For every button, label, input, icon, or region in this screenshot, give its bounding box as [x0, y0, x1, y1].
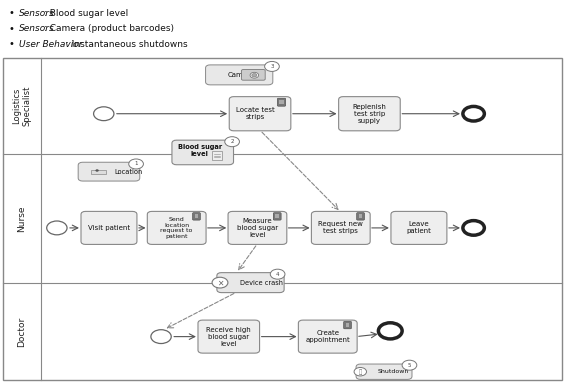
- Text: Shutdown: Shutdown: [377, 369, 408, 374]
- FancyBboxPatch shape: [346, 323, 349, 327]
- Text: Receive high
blood sugar
level: Receive high blood sugar level: [206, 327, 251, 347]
- FancyBboxPatch shape: [273, 213, 281, 220]
- FancyBboxPatch shape: [357, 213, 364, 220]
- FancyBboxPatch shape: [344, 321, 351, 329]
- FancyBboxPatch shape: [338, 97, 400, 131]
- Circle shape: [463, 106, 484, 121]
- Circle shape: [225, 137, 240, 147]
- FancyBboxPatch shape: [217, 273, 284, 293]
- Circle shape: [250, 72, 259, 78]
- Text: Doctor: Doctor: [18, 317, 27, 347]
- Text: Nurse: Nurse: [18, 205, 27, 232]
- FancyBboxPatch shape: [206, 65, 273, 85]
- Text: : Blood sugar level: : Blood sugar level: [44, 9, 129, 18]
- Text: : Camera (product barcodes): : Camera (product barcodes): [44, 24, 175, 33]
- FancyBboxPatch shape: [241, 70, 265, 80]
- Text: Measure
blood sugar
level: Measure blood sugar level: [237, 218, 278, 238]
- Text: 3: 3: [270, 64, 273, 69]
- Text: 5: 5: [408, 362, 411, 368]
- Circle shape: [402, 360, 417, 370]
- Circle shape: [354, 367, 367, 376]
- FancyBboxPatch shape: [198, 320, 259, 353]
- Text: Sensors: Sensors: [19, 9, 54, 18]
- FancyBboxPatch shape: [92, 170, 106, 174]
- Text: Sensors: Sensors: [19, 24, 54, 33]
- Circle shape: [212, 277, 228, 288]
- Circle shape: [47, 221, 67, 235]
- Text: ⏻: ⏻: [359, 369, 362, 374]
- Circle shape: [463, 221, 484, 235]
- FancyBboxPatch shape: [194, 215, 198, 218]
- FancyBboxPatch shape: [311, 212, 370, 245]
- FancyBboxPatch shape: [193, 213, 201, 220]
- Circle shape: [94, 107, 114, 121]
- Text: Location: Location: [115, 169, 143, 175]
- Text: ✕: ✕: [217, 278, 223, 287]
- FancyBboxPatch shape: [228, 212, 287, 245]
- FancyBboxPatch shape: [211, 151, 222, 161]
- Text: Visit patient: Visit patient: [88, 225, 130, 231]
- Text: Device crash: Device crash: [240, 280, 283, 286]
- FancyBboxPatch shape: [298, 320, 357, 353]
- FancyBboxPatch shape: [275, 215, 279, 218]
- Text: : Instantaneous shutdowns: : Instantaneous shutdowns: [67, 40, 188, 49]
- Bar: [3, 58, 562, 380]
- Circle shape: [264, 61, 279, 71]
- FancyBboxPatch shape: [172, 140, 233, 165]
- Text: 1: 1: [134, 161, 138, 167]
- FancyBboxPatch shape: [356, 364, 412, 379]
- Circle shape: [252, 73, 257, 77]
- Text: Send
location
request to
patient: Send location request to patient: [160, 217, 193, 239]
- FancyBboxPatch shape: [147, 212, 206, 245]
- FancyBboxPatch shape: [280, 100, 284, 104]
- Circle shape: [151, 330, 171, 344]
- Text: •: •: [8, 39, 14, 49]
- Circle shape: [129, 159, 144, 169]
- FancyBboxPatch shape: [81, 212, 137, 245]
- Text: User Behavior: User Behavior: [19, 40, 82, 49]
- Text: Camera: Camera: [228, 72, 255, 78]
- Text: Request new
test strips: Request new test strips: [318, 222, 363, 234]
- FancyBboxPatch shape: [391, 212, 447, 245]
- Text: •: •: [8, 8, 14, 18]
- Text: Leave
patient: Leave patient: [406, 222, 431, 234]
- Circle shape: [379, 323, 402, 339]
- Circle shape: [270, 269, 285, 279]
- Text: Locate test
strips: Locate test strips: [236, 107, 275, 120]
- Text: •: •: [8, 24, 14, 34]
- Text: 4: 4: [276, 271, 279, 277]
- FancyBboxPatch shape: [277, 98, 286, 106]
- Text: Logistics
Specialist: Logistics Specialist: [12, 86, 32, 126]
- Text: 2: 2: [231, 139, 234, 144]
- Text: Blood sugar
level: Blood sugar level: [178, 144, 222, 157]
- FancyBboxPatch shape: [229, 97, 291, 131]
- Circle shape: [95, 170, 98, 171]
- FancyBboxPatch shape: [78, 162, 140, 181]
- FancyBboxPatch shape: [359, 215, 362, 218]
- Text: Create
appointment: Create appointment: [305, 330, 350, 343]
- Text: Replenish
test strip
supply: Replenish test strip supply: [353, 104, 386, 124]
